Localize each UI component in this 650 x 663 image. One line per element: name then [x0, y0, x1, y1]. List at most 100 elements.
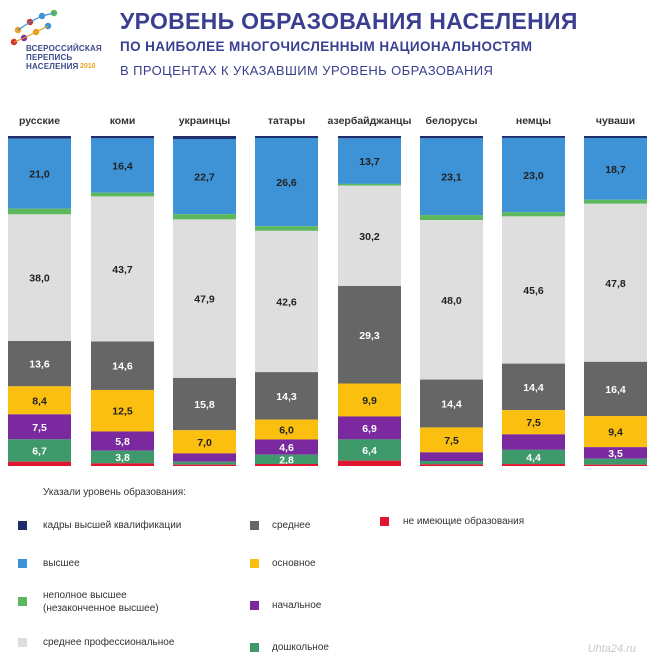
bar-segment: [502, 137, 565, 213]
legend-swatch: [18, 638, 27, 647]
bar-segment: [584, 458, 647, 465]
bar-segment: [584, 136, 647, 138]
bar-segment: [584, 137, 647, 200]
bar-segment: [502, 212, 565, 217]
logo-line-3: НАСЕЛЕНИЯ: [26, 62, 79, 71]
data-label: 16,4: [112, 161, 133, 173]
bar-segment: [255, 439, 318, 455]
bar-segment: [420, 379, 483, 428]
data-label: 15,8: [194, 399, 215, 411]
data-label: 47,9: [194, 294, 215, 306]
bar-segment: [8, 439, 71, 462]
category-label: татары: [268, 115, 305, 127]
bar-segment: [8, 461, 71, 466]
bar-segment: [173, 377, 236, 431]
legend-label: высшее: [43, 558, 80, 569]
bar-segment: [502, 434, 565, 450]
bar-segment: [8, 414, 71, 440]
legend-label: начальное: [272, 600, 322, 611]
bar-segment: [8, 386, 71, 415]
data-label: 21,0: [29, 169, 50, 181]
logo-year: 2010: [80, 63, 96, 70]
legend-label: неполное высшее (незаконченное высшее): [43, 590, 159, 614]
data-label: 4,6: [279, 442, 294, 454]
data-label: 4,4: [526, 452, 541, 464]
legend-swatch: [250, 601, 259, 610]
category-label: белорусы: [426, 115, 478, 127]
bar-segment: [255, 454, 318, 465]
data-label: 14,4: [441, 399, 462, 411]
bar-segment: [8, 208, 71, 215]
bar-segment: [420, 452, 483, 462]
bar-segment: [173, 136, 236, 139]
bar-segment: [502, 449, 565, 465]
bar-segment: [420, 138, 483, 216]
bar-segment: [338, 460, 401, 466]
bar-segment: [338, 383, 401, 417]
data-label: 7,5: [32, 422, 47, 434]
bar-segment: [91, 192, 154, 197]
bar-segment: [255, 230, 318, 373]
category-label: коми: [110, 115, 136, 127]
bar-segment: [255, 136, 318, 138]
bar-segment: [338, 286, 401, 384]
data-label: 18,7: [605, 164, 626, 176]
bar-segment: [584, 464, 647, 466]
bar-segment: [338, 138, 401, 184]
data-label: 26,6: [276, 177, 297, 189]
bar-segment: [420, 136, 483, 139]
bar-segment: [91, 431, 154, 451]
bar-segment: [173, 464, 236, 466]
data-label: 7,5: [526, 417, 541, 429]
bar-segment: [8, 136, 71, 139]
data-label: 7,0: [197, 437, 212, 449]
bar-segment: [584, 361, 647, 417]
bar-segment: [8, 214, 71, 341]
data-label: 48,0: [441, 295, 462, 307]
stacked-bar-chart: русские 21,0 38,0 13,6 8,4 7,5 6,7 коми 16,4 43,7…: [8, 115, 647, 466]
bar-segment: [173, 214, 236, 220]
bar-segment: [338, 183, 401, 186]
data-label: 6,7: [32, 446, 47, 458]
bar-segment: [255, 137, 318, 227]
bar-segment: [420, 464, 483, 466]
bar-segment: [8, 138, 71, 209]
bar-segment: [502, 216, 565, 364]
data-label: 42,6: [276, 296, 297, 308]
bar-segment: [8, 341, 71, 387]
data-label: 8,4: [32, 395, 47, 407]
data-label: 6,9: [362, 423, 377, 435]
data-label: 5,8: [115, 436, 130, 448]
bar-segment: [91, 196, 154, 342]
bar-segment: [173, 461, 236, 465]
logo-line-2: ПЕРЕПИСЬ: [26, 53, 73, 62]
category-label: немцы: [516, 115, 551, 127]
bar-segment: [584, 199, 647, 204]
bar-segment: [338, 439, 401, 461]
bar-segment: [502, 464, 565, 466]
data-label: 47,8: [605, 278, 626, 290]
bar-segment: [173, 219, 236, 378]
legend-swatch: [18, 521, 27, 530]
page-subtitle: ПО НАИБОЛЕЕ МНОГОЧИСЛЕННЫМ НАЦИОНАЛЬНОСТ…: [120, 39, 533, 54]
bar-segment: [255, 419, 318, 440]
data-label: 13,6: [29, 359, 50, 371]
bar-segment: [420, 220, 483, 380]
bar-segment: [338, 136, 401, 139]
legend-swatch: [380, 517, 389, 526]
watermark: Uhta24.ru: [587, 643, 636, 655]
category-label: чуваши: [596, 115, 635, 127]
data-label: 23,0: [523, 170, 544, 182]
data-label: 14,3: [276, 391, 297, 403]
bar-segment: [91, 450, 154, 464]
legend-label: среднее: [272, 520, 311, 531]
data-label: 38,0: [29, 273, 50, 285]
bar-segment: [173, 430, 236, 454]
data-label: 23,1: [441, 172, 462, 184]
logo-line-1: ВСЕРОССИЙСКАЯ: [26, 44, 102, 53]
data-label: 9,9: [362, 395, 377, 407]
bar-segment: [420, 461, 483, 465]
bar-segment: [91, 463, 154, 466]
legend-swatch: [250, 559, 259, 568]
category-label: украинцы: [179, 115, 231, 127]
